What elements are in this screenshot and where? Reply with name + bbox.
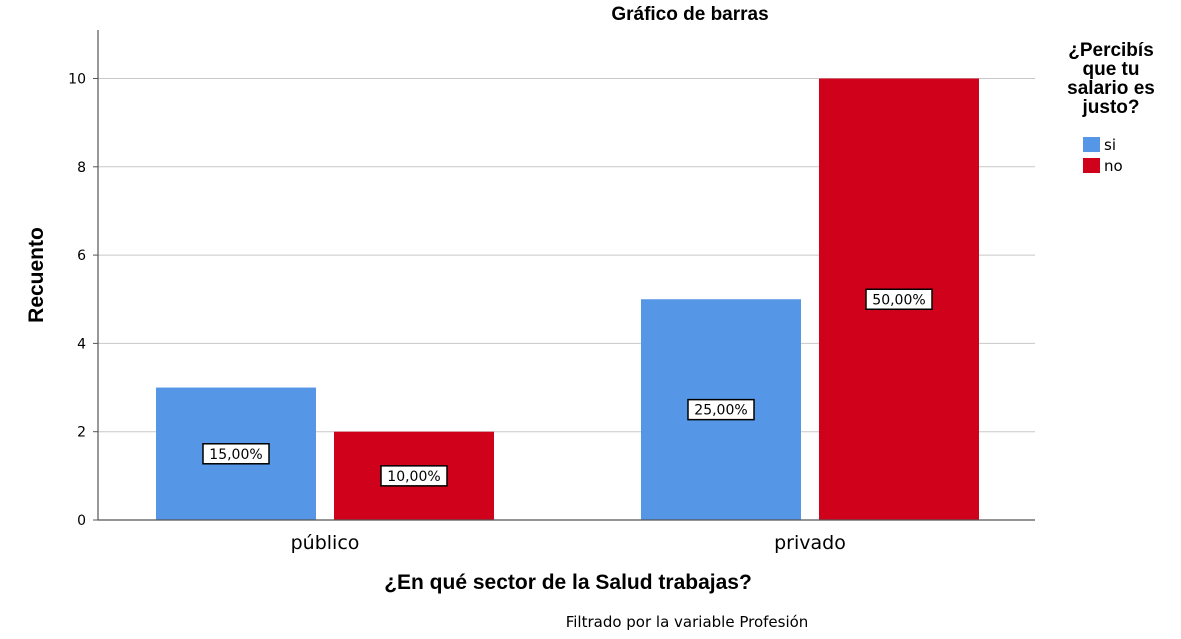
chart-title: Gráfico de barras: [611, 4, 768, 25]
legend-title-line: ¿Percibís: [1068, 40, 1154, 61]
bars: [156, 78, 979, 520]
footnote: Filtrado por la variable Profesión: [566, 613, 809, 631]
x-axis-title: ¿En qué sector de la Salud trabajas?: [384, 571, 752, 594]
legend-title-line: que tu: [1083, 59, 1140, 80]
x-tick-label: público: [291, 532, 360, 554]
data-labels: 15,00% 10,00% 25,00% 50,00%: [202, 288, 933, 487]
data-label-box: [202, 443, 270, 465]
legend-swatch-no: [1083, 158, 1100, 173]
y-tick-label: 10: [68, 72, 86, 88]
data-label: 25,00%: [694, 403, 747, 419]
data-label-box: [865, 288, 933, 310]
legend-title-line: justo?: [1082, 97, 1140, 118]
y-axis: 0 2 4 6 8 10: [68, 30, 99, 529]
data-label-box: [380, 465, 448, 487]
legend-label-no: no: [1104, 157, 1123, 175]
data-label: 10,00%: [387, 469, 440, 485]
y-tick-label: 0: [77, 513, 86, 529]
data-label-box: [687, 398, 755, 421]
y-tick-label: 2: [77, 425, 86, 441]
x-axis: público privado: [98, 519, 1035, 554]
y-axis-title: Recuento: [25, 227, 48, 323]
legend-swatch-si: [1083, 137, 1100, 152]
data-label: 15,00%: [209, 447, 262, 463]
y-tick-label: 4: [77, 336, 86, 352]
y-tick-label: 6: [77, 248, 86, 264]
legend-title-line: salario es: [1067, 78, 1155, 99]
x-tick-label: privado: [774, 532, 846, 554]
legend-label-si: si: [1104, 136, 1116, 154]
data-label: 50,00%: [872, 292, 925, 308]
y-tick-label: 8: [77, 160, 86, 176]
